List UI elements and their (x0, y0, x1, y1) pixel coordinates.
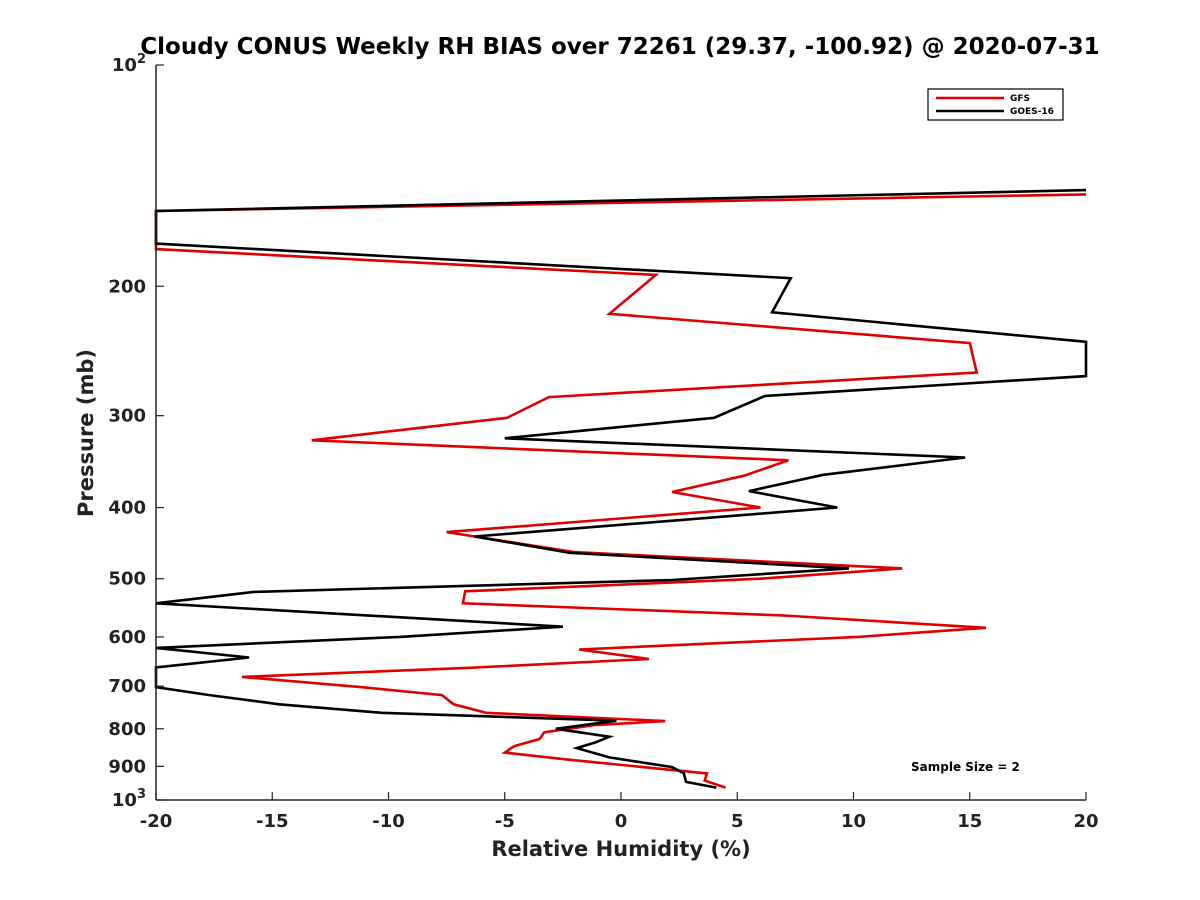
y-tick-label: 900 (108, 756, 146, 777)
y-tick-label: 600 (108, 627, 146, 648)
legend-label-gfs: GFS (1010, 94, 1030, 104)
x-ticks: -20 -15 -10 -5 0 5 10 15 20 (140, 792, 1099, 832)
y-tick-label: 500 (108, 569, 146, 590)
y-tick-label: 400 (108, 498, 146, 519)
y-tick-label: 700 (108, 676, 146, 697)
x-tick-label: -10 (372, 811, 405, 832)
y-tick-label: 300 (108, 406, 146, 427)
y-tick-label: 103 (112, 787, 146, 811)
series-line-gfs (154, 193, 1087, 789)
sample-size-annotation: Sample Size = 2 (911, 760, 1020, 774)
x-tick-label: 20 (1073, 811, 1098, 832)
x-axis-label: Relative Humidity (%) (491, 837, 750, 861)
x-tick-label: 15 (957, 811, 982, 832)
x-tick-label: 10 (841, 811, 866, 832)
x-tick-label: -20 (140, 811, 173, 832)
legend-label-goes16: GOES-16 (1010, 107, 1054, 117)
x-tick-label: -5 (495, 811, 515, 832)
legend-box (927, 88, 1064, 121)
y-ticks: 102 200 300 400 500 600 700 800 900 103 (108, 52, 164, 811)
y-axis-label: Pressure (mb) (74, 349, 98, 517)
y-tick-label: 102 (112, 52, 146, 76)
y-tick-label: 800 (108, 719, 146, 740)
x-tick-label: 0 (615, 811, 628, 832)
x-tick-label: -15 (256, 811, 289, 832)
y-tick-label: 200 (108, 276, 146, 297)
legend: GFS GOES-16 (927, 88, 1064, 121)
chart-title: Cloudy CONUS Weekly RH BIAS over 72261 (… (140, 34, 1099, 60)
x-tick-label: 5 (731, 811, 744, 832)
